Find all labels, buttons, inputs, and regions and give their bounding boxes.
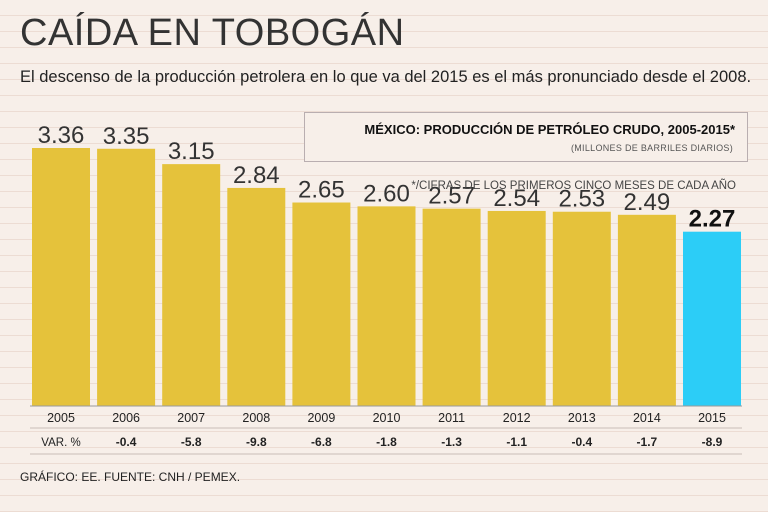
year-label-2012: 2012 bbox=[503, 411, 531, 425]
year-label-2006: 2006 bbox=[112, 411, 140, 425]
bar-2008 bbox=[227, 187, 286, 406]
value-label-2007: 3.15 bbox=[168, 138, 215, 165]
variation-2010: -1.8 bbox=[376, 435, 397, 449]
variation-2012: -1.1 bbox=[506, 435, 527, 449]
variation-2014: -1.7 bbox=[637, 435, 658, 449]
page-subtitle: El descenso de la producción petrolera e… bbox=[20, 68, 752, 86]
variation-2011: -1.3 bbox=[441, 435, 462, 449]
variation-2015: -8.9 bbox=[702, 435, 723, 449]
legend-title: México: Producción de petróleo crudo, 20… bbox=[364, 122, 735, 137]
bar-2014 bbox=[617, 214, 676, 406]
value-label-2014: 2.49 bbox=[624, 189, 671, 216]
bar-2009 bbox=[292, 202, 351, 406]
variation-2008: -9.8 bbox=[246, 435, 267, 449]
value-label-2009: 2.65 bbox=[298, 177, 345, 204]
year-label-2015: 2015 bbox=[698, 411, 726, 425]
variation-header: VAR. % bbox=[41, 437, 80, 449]
value-label-2012: 2.54 bbox=[493, 185, 540, 212]
year-label-2008: 2008 bbox=[242, 411, 270, 425]
value-label-2015: 2.27 bbox=[689, 206, 736, 233]
variation-2009: -6.8 bbox=[311, 435, 332, 449]
value-label-2005: 3.36 bbox=[38, 122, 85, 149]
bar-2011 bbox=[422, 208, 481, 406]
bars-layer bbox=[32, 148, 741, 406]
year-label-2014: 2014 bbox=[633, 411, 661, 425]
year-label-2013: 2013 bbox=[568, 411, 596, 425]
bar-2015 bbox=[683, 231, 741, 406]
bar-2006 bbox=[97, 148, 156, 406]
year-label-2009: 2009 bbox=[307, 411, 335, 425]
year-label-2011: 2011 bbox=[438, 411, 465, 425]
value-label-2013: 2.53 bbox=[558, 186, 605, 213]
source-credit: GRÁFICO: EE. FUENTE: CNH / PEMEX. bbox=[20, 470, 241, 484]
variation-2006: -0.4 bbox=[116, 435, 137, 449]
year-label-2007: 2007 bbox=[177, 411, 205, 425]
bar-2005 bbox=[32, 148, 90, 406]
footnote: */CIFRAS DE LOS PRIMEROS CINCO MESES DE … bbox=[411, 180, 736, 192]
value-label-2008: 2.84 bbox=[233, 162, 280, 189]
variation-2007: -5.8 bbox=[181, 435, 202, 449]
bar-2012 bbox=[487, 210, 546, 406]
legend-units: (MILLONES DE BARRILES DIARIOS) bbox=[570, 143, 733, 153]
bar-2010 bbox=[357, 206, 416, 406]
value-label-2011: 2.57 bbox=[428, 183, 475, 210]
bar-2013 bbox=[552, 211, 611, 406]
year-label-2005: 2005 bbox=[47, 411, 75, 425]
value-label-2010: 2.60 bbox=[363, 180, 410, 207]
legend-box: México: Producción de petróleo crudo, 20… bbox=[304, 112, 748, 162]
year-label-2010: 2010 bbox=[373, 411, 401, 425]
page-title: CAÍDA EN TOBOGÁN bbox=[20, 12, 405, 54]
labels-layer: 3.36 2005 3.35 2006 -0.4 3.15 2007 -5.8 2.84 2008… bbox=[38, 122, 736, 449]
value-label-2006: 3.35 bbox=[103, 123, 150, 150]
bar-2007 bbox=[162, 164, 221, 406]
variation-2013: -0.4 bbox=[571, 435, 592, 449]
